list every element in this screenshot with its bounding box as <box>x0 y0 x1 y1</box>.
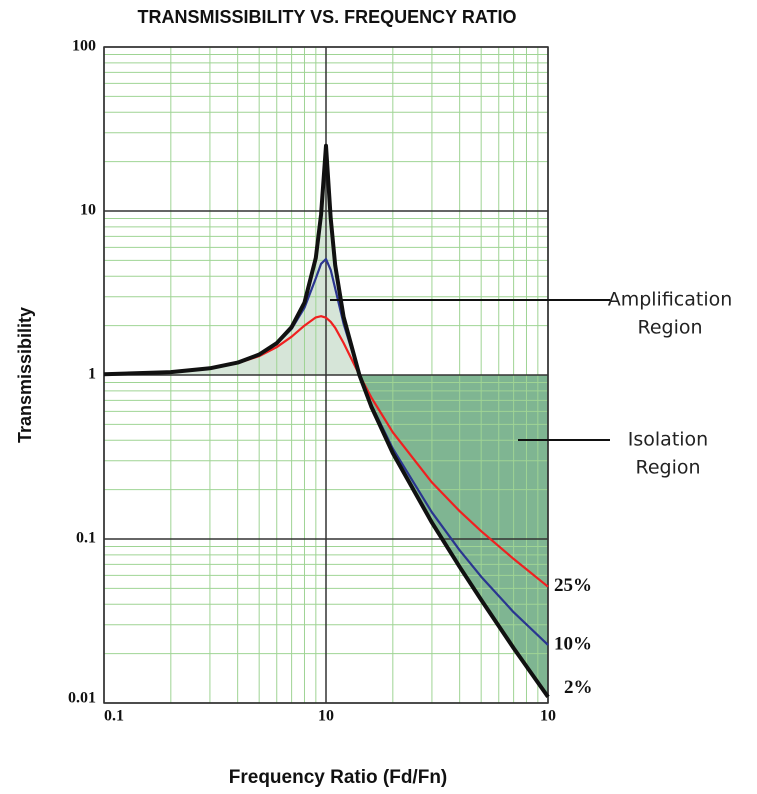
annotation-text: Region <box>635 457 700 479</box>
y-tick-label: 1 <box>88 366 96 383</box>
annotation-text: Amplification <box>608 289 733 311</box>
annotation-text: Isolation <box>628 429 708 451</box>
series-label: 2% <box>564 677 593 698</box>
y-tick-label: 0.1 <box>76 530 96 547</box>
y-axis-label: Transmissibility <box>15 307 35 443</box>
isolation-fill <box>359 374 548 697</box>
y-tick-label: 0.01 <box>68 690 96 707</box>
series-label: 25% <box>554 575 592 596</box>
series-label: 10% <box>554 633 592 654</box>
x-tick-label: 10 <box>540 708 556 725</box>
x-tick-label: 10 <box>318 708 334 725</box>
chart-title: TRANSMISSIBILITY VS. FREQUENCY RATIO <box>137 7 516 27</box>
plot-frame <box>103 46 549 704</box>
y-tick-label: 10 <box>80 202 96 219</box>
annotation-text: Region <box>637 317 702 339</box>
x-axis-label: Frequency Ratio (Fd/Fn) <box>229 767 448 788</box>
y-tick-label: 100 <box>72 38 96 55</box>
x-tick-label: 0.1 <box>104 708 124 725</box>
series-line <box>103 143 550 699</box>
